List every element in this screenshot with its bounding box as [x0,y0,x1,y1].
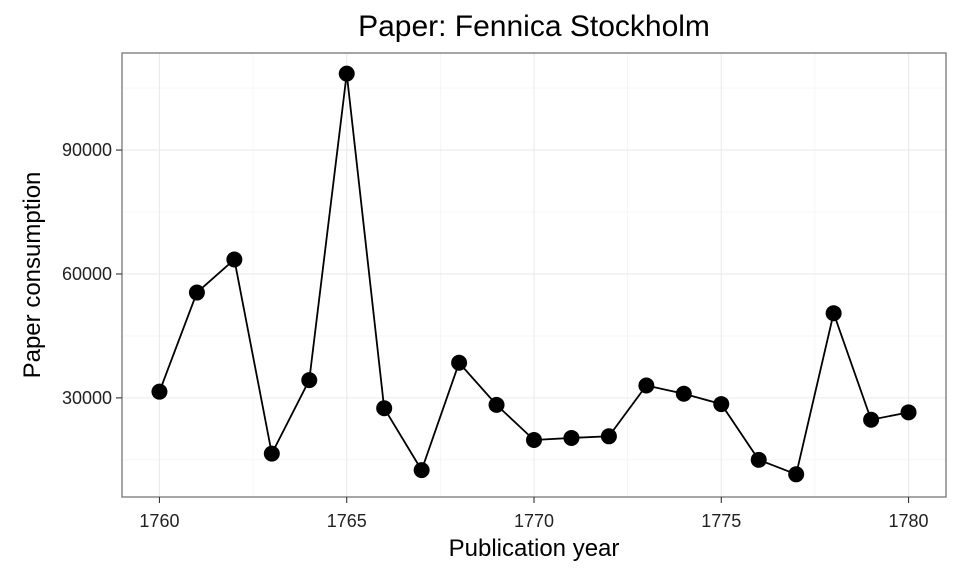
x-tick-label: 1760 [139,511,179,531]
data-point [788,466,805,483]
data-point [563,429,580,446]
data-point [413,462,430,479]
data-point [713,396,730,413]
y-tick-label: 60000 [62,264,112,284]
series-layer [151,65,917,483]
grid [122,53,946,497]
chart-title: Paper: Fennica Stockholm [358,10,710,43]
data-point [226,251,243,268]
data-point [263,445,280,462]
data-point [863,411,880,428]
data-point [451,354,468,371]
y-tick-label: 90000 [62,140,112,160]
data-point [900,404,917,421]
data-point [338,65,355,82]
data-point [488,396,505,413]
data-point [301,372,318,389]
data-point [825,305,842,322]
data-point [600,428,617,445]
x-tick-label: 1775 [701,511,741,531]
data-point [750,451,767,468]
axis-ticks: 1760 1765 1770 1775 1780 30000 60000 90000 [62,140,929,531]
x-tick-label: 1770 [514,511,554,531]
x-tick-label: 1765 [327,511,367,531]
data-point [376,400,393,417]
data-point [675,385,692,402]
data-point [526,432,542,449]
data-point [638,377,655,394]
y-tick-label: 30000 [62,388,112,408]
x-tick-label: 1780 [889,511,929,531]
data-point [188,284,205,301]
data-point [151,383,168,400]
y-axis-label: Paper consumption [19,172,46,379]
x-axis-label: Publication year [449,535,620,562]
